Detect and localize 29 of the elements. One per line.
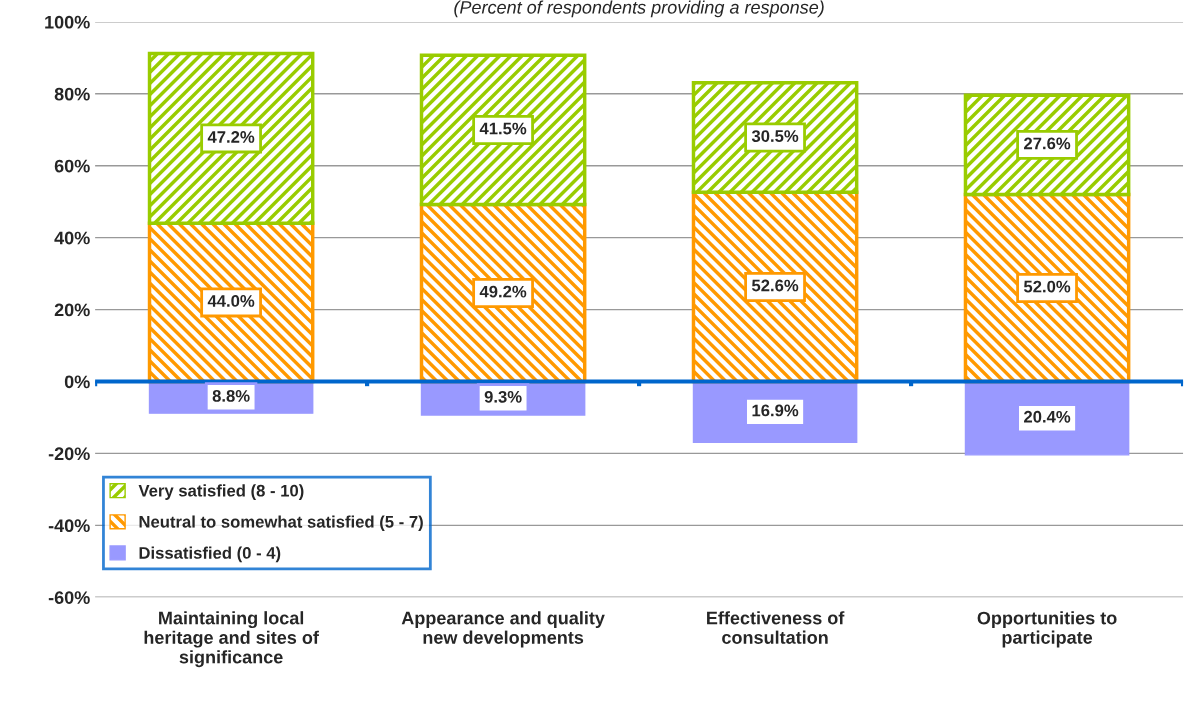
data-label: 20.4% [1024,410,1071,423]
y-tick-label: 100% [45,15,90,29]
x-tick-label: Opportunities to participate [977,611,1117,648]
legend-label: Dissatisfied (0 - 4) [139,546,281,563]
y-tick-label: -20% [48,447,90,461]
data-label: 8.8% [212,390,250,402]
data-label: 44.0% [207,295,255,307]
legend-label: Very satisfied (8 - 10) [138,484,304,500]
chart-subtitle: (Percent of respondents providing a response) [454,0,824,18]
data-label: 16.9% [752,404,799,417]
data-label: 49.2% [479,285,527,298]
y-tick-label: 20% [54,303,90,317]
data-label: 52.0% [1023,280,1071,293]
data-label: 30.5% [751,130,799,142]
y-tick-label: 0% [64,375,90,389]
y-tick-label: 40% [54,231,90,245]
x-tick-label: Appearance and quality new developments [401,611,605,648]
y-tick-label: -40% [48,519,90,533]
data-label: 9.3% [484,390,522,403]
data-label: 47.2% [207,131,255,143]
legend-label: Neutral to somewhat satisfied (5 - 7) [139,515,423,532]
data-label: 52.6% [751,279,799,292]
y-tick-label: 60% [54,159,90,173]
y-tick-label: -60% [48,591,90,604]
x-tick-label: Effectiveness of consultation [707,611,845,644]
x-tick-label: Maintaining local heritage and sites of significance [144,611,319,668]
data-label: 27.6% [1024,137,1071,150]
data-label: 41.5% [479,122,527,135]
y-tick-label: 80% [54,87,90,101]
